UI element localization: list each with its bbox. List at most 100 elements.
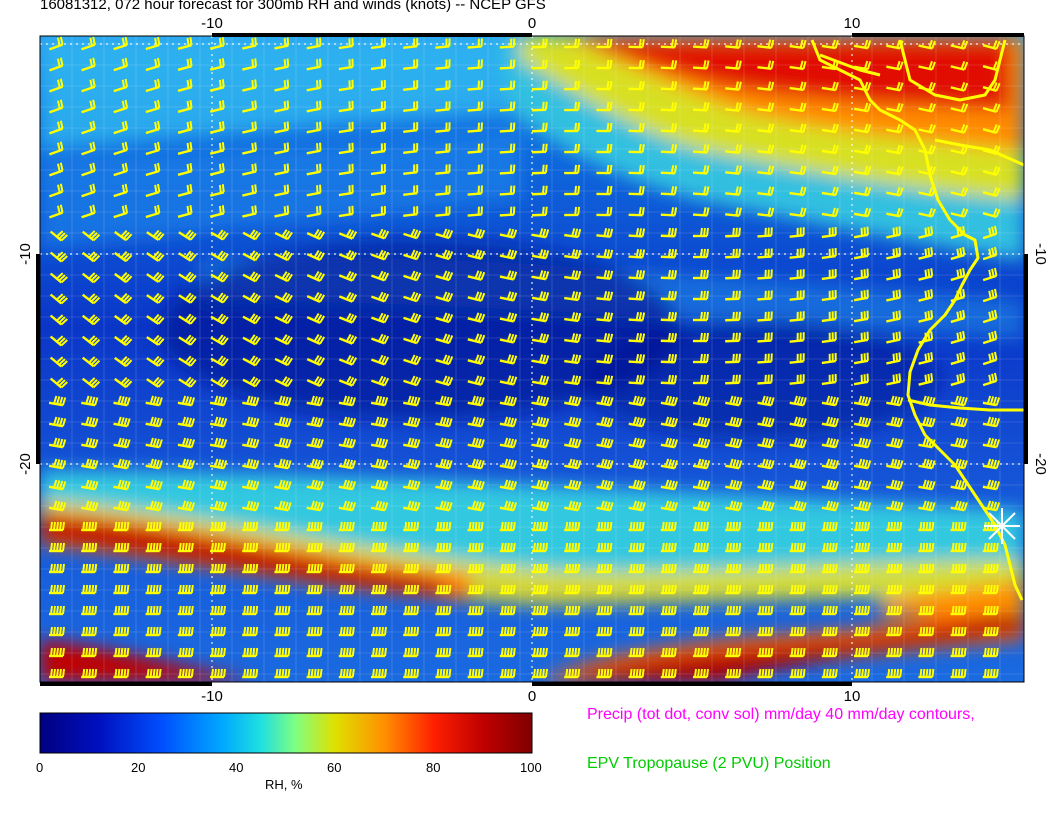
wind-barb (725, 186, 742, 196)
wind-barb (757, 248, 773, 259)
wind-barb (982, 351, 998, 366)
wind-barb (48, 437, 67, 449)
wind-barb (918, 226, 934, 239)
wind-barb (660, 563, 677, 574)
wind-barb (531, 437, 550, 449)
wind-barb (242, 184, 258, 197)
wind-barb (725, 353, 741, 364)
x-tick-bottom-1: -10 (201, 688, 223, 705)
wind-barb (628, 605, 645, 616)
wind-barb (821, 542, 838, 553)
wind-barb (113, 626, 130, 637)
wind-barb (982, 584, 999, 595)
wind-barb (274, 121, 290, 134)
wind-barb (467, 395, 485, 407)
wind-barb (531, 479, 550, 491)
wind-barb (306, 228, 326, 240)
wind-barb (660, 605, 677, 616)
wind-barb (982, 225, 998, 240)
wind-barb (499, 395, 518, 407)
wind-barb (596, 333, 614, 343)
wind-barb (49, 141, 64, 156)
wind-barb (242, 250, 261, 262)
wind-barb (242, 479, 260, 491)
wind-barb (821, 247, 837, 260)
wind-barb (757, 521, 774, 532)
wind-barb (113, 99, 129, 114)
wind-barb (338, 647, 355, 658)
wind-barb (371, 521, 387, 532)
wind-barb (49, 314, 68, 326)
wind-barb (145, 437, 163, 449)
wind-barb (853, 247, 869, 260)
wind-barb (660, 500, 679, 512)
wind-barb (950, 542, 967, 553)
wind-barb (435, 521, 452, 532)
wind-barb (306, 100, 322, 113)
wind-barb (628, 563, 645, 574)
wind-barb (725, 123, 742, 133)
wind-barb (403, 80, 419, 92)
wind-barb (982, 40, 1001, 50)
wind-barb (114, 230, 133, 242)
wind-barb (178, 292, 197, 304)
wind-barb (435, 375, 454, 387)
colorbar-tick-60: 60 (327, 760, 342, 775)
wind-barb (692, 458, 711, 470)
wind-barb (596, 521, 613, 532)
wind-barb (693, 584, 709, 595)
wind-barb (274, 668, 291, 679)
wind-barb (725, 542, 742, 553)
wind-barb (113, 78, 129, 93)
wind-barb (403, 521, 420, 532)
wind-barb (499, 38, 516, 49)
wind-barb (982, 372, 998, 387)
wind-barb (789, 374, 805, 385)
wind-barb (821, 668, 838, 679)
wind-barb (338, 184, 354, 197)
wind-barb (531, 395, 550, 407)
wind-barb (306, 479, 324, 491)
wind-barb (757, 102, 775, 112)
wind-barb (596, 354, 614, 364)
wind-barb (789, 311, 805, 322)
wind-barb (886, 310, 902, 323)
wind-barb (950, 479, 968, 491)
wind-barb (403, 164, 419, 176)
wind-barb (403, 354, 422, 366)
wind-barb (692, 437, 711, 449)
wind-barb (789, 207, 807, 218)
wind-barb (564, 228, 582, 239)
wind-barb (209, 184, 225, 197)
wind-barb (821, 647, 838, 658)
wind-barb (306, 291, 326, 303)
wind-barb (113, 605, 130, 616)
wind-barb (886, 186, 904, 197)
wind-barb (918, 331, 934, 344)
wind-barb (403, 185, 419, 197)
wind-barb (338, 563, 355, 574)
wind-barb (982, 416, 1001, 428)
x-tick-bottom-3: 10 (844, 688, 861, 705)
wind-barb (950, 40, 969, 50)
wind-barb (306, 395, 324, 407)
wind-barb (467, 500, 485, 512)
wind-barb (950, 145, 969, 155)
wind-barb (113, 521, 130, 532)
wind-barb (49, 647, 65, 658)
wind-barb (49, 377, 68, 389)
wind-barb (81, 395, 99, 407)
wind-barb (853, 123, 872, 134)
wind-barb (725, 248, 741, 259)
wind-barb (435, 563, 452, 574)
wind-barb (628, 206, 645, 217)
wind-barb (531, 333, 550, 344)
wind-barb (435, 38, 451, 49)
wind-barb (499, 542, 516, 553)
wind-barb (338, 521, 355, 532)
wind-barb (403, 249, 422, 261)
wind-barb (435, 122, 451, 133)
wind-barb (596, 122, 613, 133)
wind-barb (821, 60, 839, 71)
wind-barb (114, 356, 133, 368)
